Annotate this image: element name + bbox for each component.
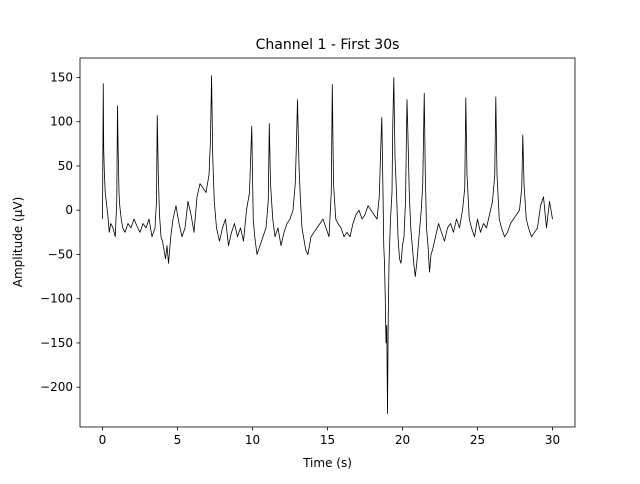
y-axis-ticks: 150 100 50 0 −50 −100 −150 −200 [40,70,80,394]
x-axis-label: Time (s) [302,456,352,470]
y-tick-label: −200 [40,380,73,394]
x-axis-ticks: 0 5 10 15 20 25 30 [99,427,560,447]
x-tick-label: 0 [99,433,107,447]
plot-frame [79,57,576,428]
y-tick-label: 50 [58,159,73,173]
y-tick-label: 100 [50,115,73,129]
y-tick-label: −150 [40,336,73,350]
chart-title: Channel 1 - First 30s [256,37,400,53]
y-tick-label: 150 [50,70,73,84]
x-tick-label: 30 [545,433,560,447]
y-tick-label: −100 [40,292,73,306]
x-tick-label: 10 [245,433,260,447]
plot-area [102,75,553,415]
x-tick-label: 25 [470,433,485,447]
y-tick-label: 0 [65,203,73,217]
x-tick-label: 20 [395,433,410,447]
x-tick-label: 15 [320,433,335,447]
signal-line-1 [102,75,553,415]
y-tick-label: −50 [48,247,73,261]
x-tick-label: 5 [174,433,182,447]
y-axis-label: Amplitude (µV) [11,197,25,288]
